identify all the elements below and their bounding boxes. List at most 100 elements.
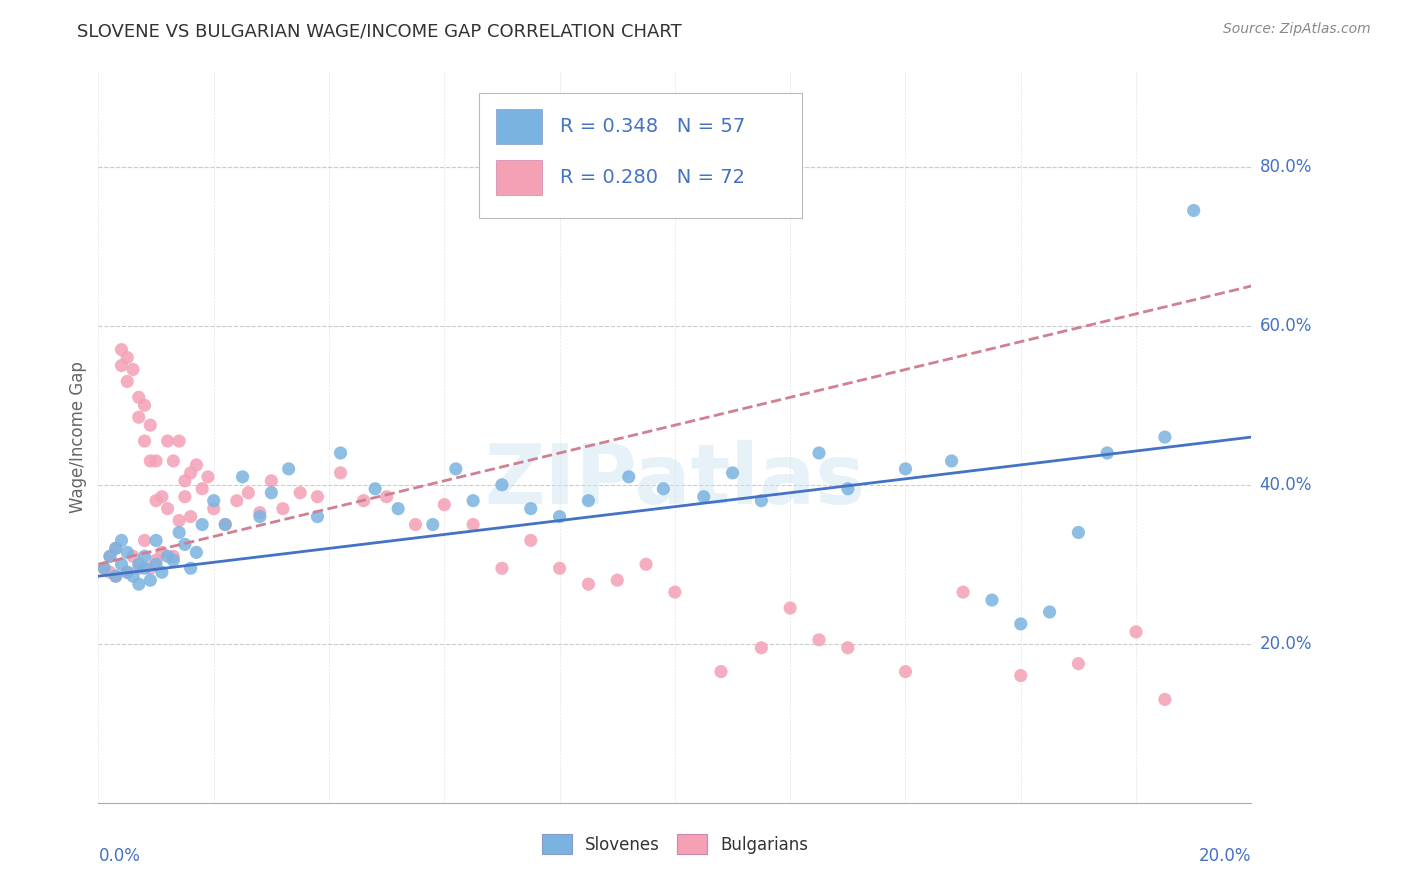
Point	[1154, 692, 1177, 706]
Point	[491, 477, 513, 491]
Point	[98, 549, 121, 564]
Point	[98, 566, 121, 580]
Point	[238, 485, 260, 500]
Point	[180, 466, 202, 480]
Point	[329, 446, 352, 460]
Point	[225, 493, 247, 508]
Point	[122, 549, 145, 564]
Point	[117, 545, 139, 559]
Point	[952, 585, 974, 599]
Text: 80.0%: 80.0%	[1260, 158, 1312, 176]
Point	[231, 470, 254, 484]
Point	[249, 509, 271, 524]
Point	[139, 573, 162, 587]
Point	[520, 501, 543, 516]
Point	[214, 517, 236, 532]
Point	[128, 561, 150, 575]
Point	[128, 390, 150, 404]
Point	[214, 517, 236, 532]
Point	[461, 517, 484, 532]
Point	[167, 514, 190, 528]
Point	[664, 585, 686, 599]
Point	[186, 458, 208, 472]
Point	[145, 553, 167, 567]
Point	[174, 537, 197, 551]
Point	[191, 517, 214, 532]
Text: 20.0%: 20.0%	[1260, 635, 1312, 653]
Point	[134, 561, 156, 575]
Point	[128, 410, 150, 425]
Point	[751, 493, 773, 508]
Point	[180, 561, 202, 575]
Point	[104, 569, 127, 583]
Point	[894, 665, 917, 679]
Point	[578, 493, 600, 508]
Point	[110, 558, 132, 572]
Point	[180, 509, 202, 524]
Point	[617, 470, 640, 484]
Point	[174, 474, 197, 488]
Point	[122, 362, 145, 376]
Point	[167, 434, 190, 448]
Point	[405, 517, 427, 532]
Point	[606, 573, 628, 587]
Point	[307, 509, 329, 524]
Point	[941, 454, 963, 468]
Point	[353, 493, 375, 508]
Point	[150, 490, 173, 504]
Point	[1010, 668, 1032, 682]
Point	[145, 454, 167, 468]
Point	[202, 493, 225, 508]
Point	[693, 490, 716, 504]
Point	[104, 569, 127, 583]
Point	[156, 501, 179, 516]
Point	[491, 561, 513, 575]
Point	[162, 549, 184, 564]
Point	[104, 541, 127, 556]
Point	[139, 561, 162, 575]
Point	[145, 533, 167, 548]
FancyBboxPatch shape	[479, 94, 801, 218]
Point	[1010, 616, 1032, 631]
Point	[139, 454, 162, 468]
Point	[779, 601, 801, 615]
Point	[145, 493, 167, 508]
Point	[139, 418, 162, 433]
Text: SLOVENE VS BULGARIAN WAGE/INCOME GAP CORRELATION CHART: SLOVENE VS BULGARIAN WAGE/INCOME GAP COR…	[77, 22, 682, 40]
Point	[710, 665, 733, 679]
Point	[104, 541, 127, 556]
Point	[548, 509, 571, 524]
Point	[548, 561, 571, 575]
Point	[422, 517, 444, 532]
FancyBboxPatch shape	[496, 109, 543, 144]
Point	[290, 485, 312, 500]
Point	[277, 462, 299, 476]
FancyBboxPatch shape	[496, 160, 543, 195]
Point	[444, 462, 467, 476]
Point	[145, 558, 167, 572]
Point	[134, 398, 156, 412]
Point	[150, 545, 173, 559]
Point	[1125, 624, 1147, 639]
Point	[117, 351, 139, 365]
Point	[1154, 430, 1177, 444]
Point	[375, 490, 398, 504]
Point	[329, 466, 352, 480]
Point	[191, 482, 214, 496]
Point	[167, 525, 190, 540]
Point	[721, 466, 744, 480]
Point	[578, 577, 600, 591]
Text: 40.0%: 40.0%	[1260, 475, 1312, 494]
Point	[117, 566, 139, 580]
Point	[128, 577, 150, 591]
Point	[1039, 605, 1062, 619]
Point	[808, 632, 831, 647]
Point	[150, 566, 173, 580]
Point	[110, 343, 132, 357]
Point	[249, 506, 271, 520]
Point	[134, 533, 156, 548]
Point	[162, 454, 184, 468]
Point	[433, 498, 456, 512]
Point	[520, 533, 543, 548]
Point	[751, 640, 773, 655]
